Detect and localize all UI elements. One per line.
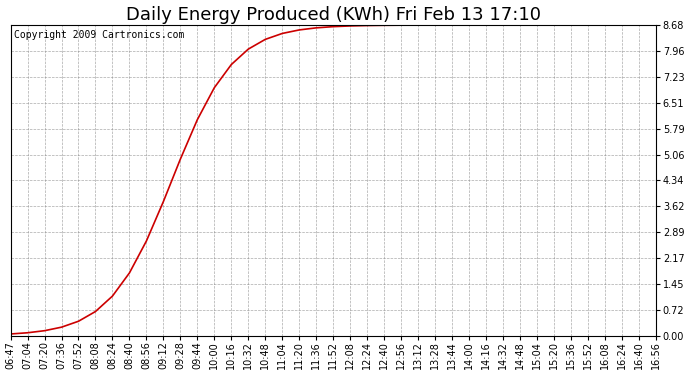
Text: Copyright 2009 Cartronics.com: Copyright 2009 Cartronics.com [14, 30, 184, 40]
Title: Daily Energy Produced (KWh) Fri Feb 13 17:10: Daily Energy Produced (KWh) Fri Feb 13 1… [126, 6, 541, 24]
